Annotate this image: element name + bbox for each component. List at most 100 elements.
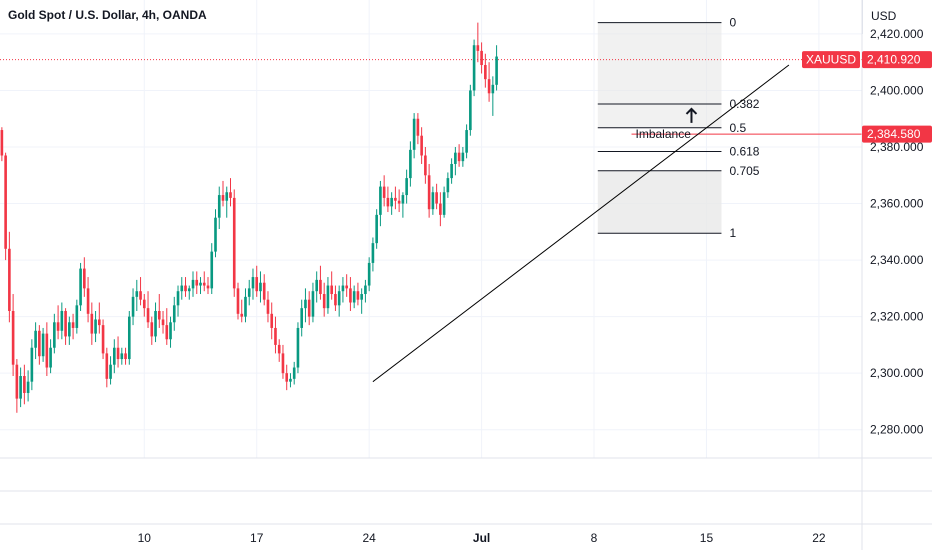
candle-body	[116, 347, 120, 360]
candle-body	[180, 285, 184, 292]
x-tick-label: 15	[700, 531, 714, 545]
candle-body	[296, 327, 300, 368]
candle-body	[465, 130, 468, 153]
candle-body	[457, 152, 461, 162]
candle-body	[23, 376, 26, 393]
fib-level-label: 0.618	[729, 145, 759, 159]
candle-body	[184, 285, 187, 292]
candle-body	[345, 285, 348, 289]
candle-body	[232, 197, 236, 289]
candle-body	[109, 364, 112, 379]
imbalance-price-tag-bg	[862, 125, 932, 143]
y-tick-label: 2,360.000	[870, 197, 924, 211]
candle-body	[420, 135, 423, 156]
candle-body	[53, 322, 56, 348]
y-tick-label: 2,320.000	[870, 310, 924, 324]
candle-body	[165, 325, 169, 340]
candle-body	[229, 192, 232, 198]
candle-body	[75, 305, 79, 328]
candle-body	[64, 310, 67, 337]
candle-body	[71, 322, 75, 328]
candle-body	[424, 155, 427, 176]
candle-body	[307, 299, 311, 317]
fib-zone-lower	[597, 170, 722, 234]
candle-body	[251, 277, 255, 289]
candle-body	[469, 90, 472, 131]
candle-body	[83, 268, 86, 289]
candle-body	[217, 195, 221, 218]
candle-body	[221, 195, 225, 201]
candle-body	[139, 291, 142, 300]
candle-body	[337, 291, 341, 306]
arrow-up-icon	[685, 107, 698, 123]
candle-body	[281, 353, 285, 374]
fib-level-label: 1	[729, 226, 736, 240]
candle-body	[319, 279, 322, 295]
candle-body	[11, 310, 15, 365]
candle-body	[0, 130, 4, 156]
candle-body	[127, 316, 131, 360]
candle-body	[315, 279, 319, 292]
x-tick-label: Jul	[473, 531, 490, 545]
candle-body	[112, 347, 116, 365]
candle-body	[382, 186, 386, 198]
candle-body	[484, 65, 487, 80]
candle-body	[169, 322, 172, 340]
candle-body	[326, 285, 330, 309]
candle-body	[334, 294, 337, 306]
candle-body	[270, 313, 274, 328]
candle-body	[360, 294, 363, 300]
candle-body	[124, 353, 127, 360]
last-price-tag-bg	[862, 51, 932, 69]
currency-selector[interactable]: USD	[862, 0, 932, 34]
y-tick-label: 2,300.000	[870, 366, 924, 380]
candle-body	[135, 291, 139, 297]
candle-body	[26, 381, 30, 393]
candle-body	[259, 282, 262, 292]
candle-body	[105, 353, 109, 379]
candle-body	[176, 291, 180, 306]
y-tick-label: 2,380.000	[870, 140, 924, 154]
candle-body	[394, 197, 397, 201]
candle-body	[364, 285, 367, 295]
x-tick-label: 8	[591, 531, 598, 545]
fib-level-label: 0.382	[729, 97, 759, 111]
candle-body	[386, 197, 390, 207]
candle-body	[262, 282, 266, 300]
symbol-tag-bg	[802, 51, 860, 69]
candle-body	[244, 296, 247, 317]
candle-body	[300, 308, 304, 328]
candle-body	[454, 152, 457, 164]
candle-body	[442, 192, 446, 215]
candle-body	[289, 378, 292, 382]
candle-body	[90, 313, 94, 334]
candle-body	[285, 373, 289, 382]
imbalance-label: Imbalance	[636, 127, 692, 141]
trendline	[372, 64, 790, 383]
candle-body	[491, 84, 495, 94]
candle-body	[225, 192, 229, 201]
candle-body	[199, 282, 202, 286]
candle-body	[161, 319, 165, 326]
fib-level-label: 0.5	[729, 121, 746, 135]
candle-body	[495, 56, 498, 85]
candle-body	[480, 50, 483, 66]
candle-body	[412, 118, 416, 150]
candle-body	[352, 291, 356, 303]
candle-body	[435, 192, 438, 204]
candle-body	[330, 285, 333, 295]
candle-body	[431, 192, 435, 210]
candle-body	[356, 291, 360, 300]
candle-body	[157, 310, 161, 320]
candle-body	[341, 285, 345, 292]
candle-body	[304, 299, 307, 309]
candle-body	[311, 291, 315, 317]
y-tick-label: 2,280.000	[870, 423, 924, 437]
candle-body	[427, 175, 431, 210]
candle-body	[195, 279, 199, 286]
candle-body	[405, 178, 408, 196]
y-tick-label: 2,420.000	[870, 27, 924, 41]
candle-body	[379, 186, 382, 215]
